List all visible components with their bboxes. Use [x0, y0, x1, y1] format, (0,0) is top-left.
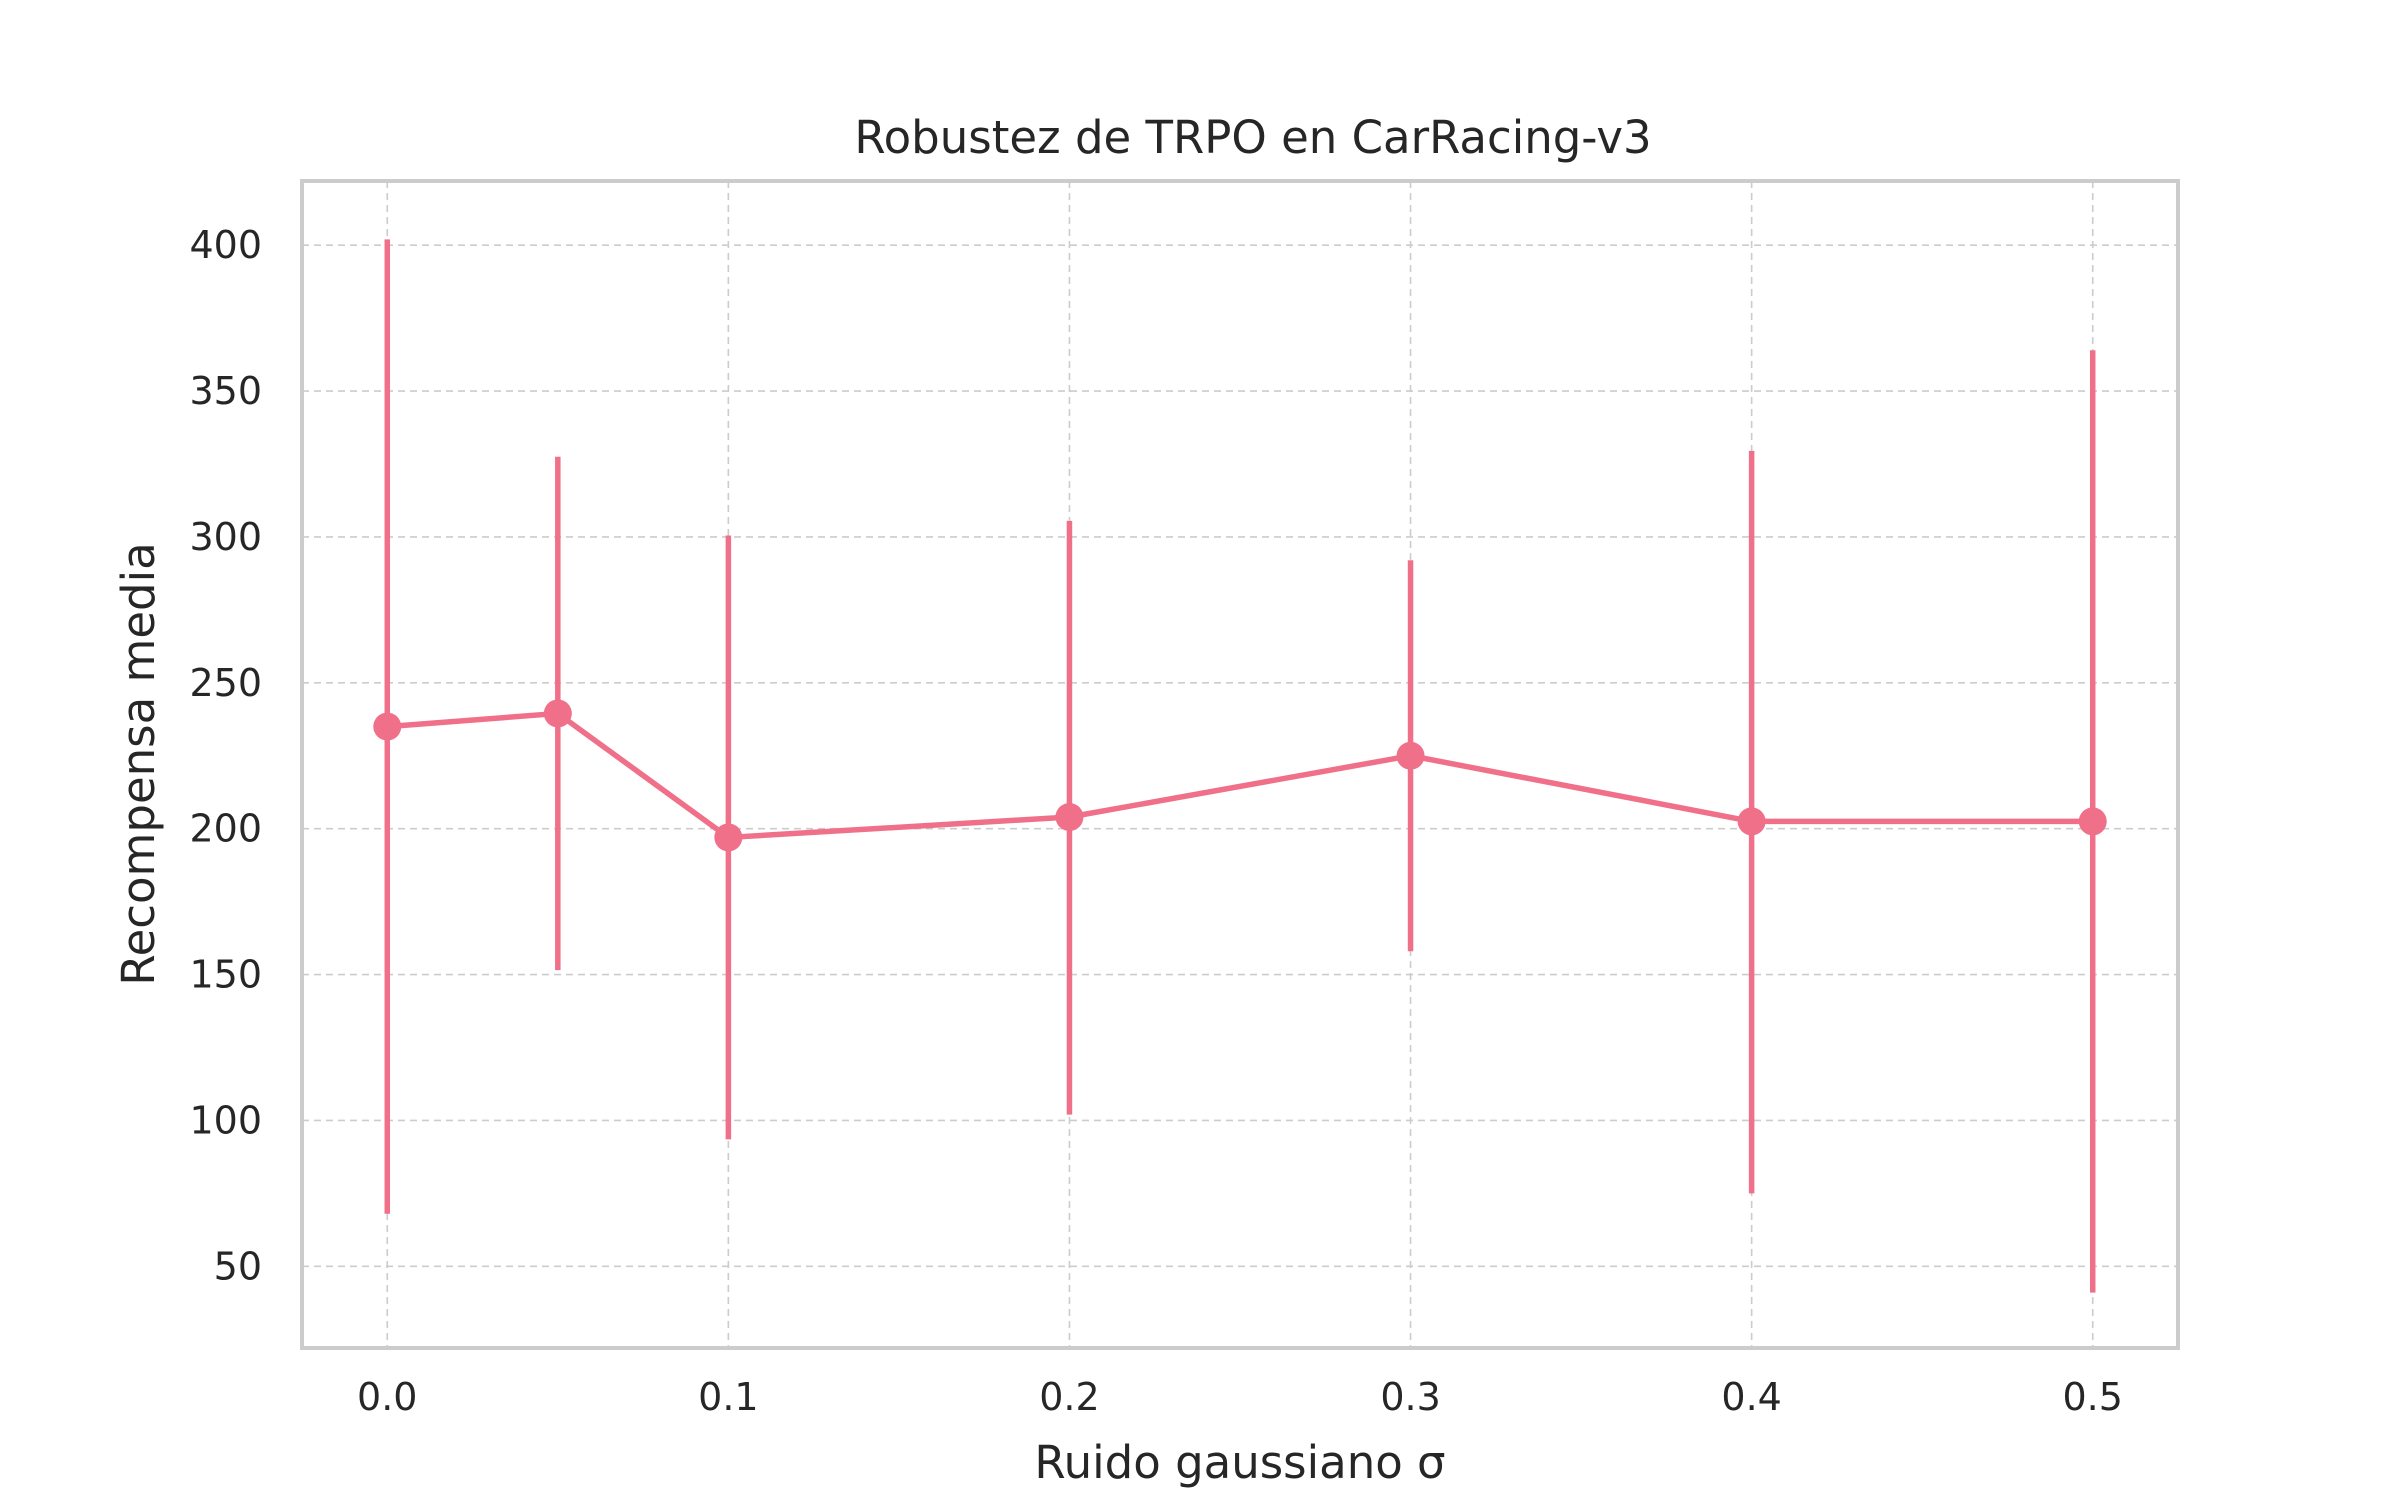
y-axis: 50 100 150 200 250 300 350 400 — [189, 223, 262, 1288]
x-tick-label: 0.2 — [1039, 1375, 1099, 1419]
x-tick-label: 0.4 — [1721, 1375, 1781, 1419]
y-tick-label: 150 — [189, 953, 262, 997]
x-axis: 0.0 0.1 0.2 0.3 0.4 0.5 — [357, 1375, 2123, 1419]
data-point — [714, 823, 743, 852]
y-tick-label: 400 — [189, 223, 262, 267]
data-point — [1396, 741, 1425, 770]
y-tick-label: 350 — [189, 369, 262, 413]
y-tick-label: 300 — [189, 515, 262, 559]
y-tick-label: 50 — [214, 1244, 262, 1288]
data-point — [1055, 803, 1084, 832]
x-tick-label: 0.1 — [698, 1375, 758, 1419]
data-point — [1737, 807, 1766, 836]
data-point — [543, 699, 572, 728]
data-point — [373, 712, 402, 741]
y-tick-label: 200 — [189, 807, 262, 851]
x-tick-label: 0.3 — [1380, 1375, 1440, 1419]
plot-frame — [300, 179, 2180, 1350]
y-tick-label: 100 — [189, 1098, 262, 1142]
series-reward — [373, 239, 2107, 1293]
data-point — [2078, 807, 2107, 836]
chart-title: Robustez de TRPO en CarRacing-v3 — [854, 111, 1651, 164]
y-axis-label: Recompensa media — [112, 542, 165, 985]
x-tick-label: 0.0 — [357, 1375, 417, 1419]
x-tick-label: 0.5 — [2063, 1375, 2123, 1419]
y-tick-label: 250 — [189, 661, 262, 705]
x-axis-label: Ruido gaussiano σ — [1034, 1436, 1445, 1489]
